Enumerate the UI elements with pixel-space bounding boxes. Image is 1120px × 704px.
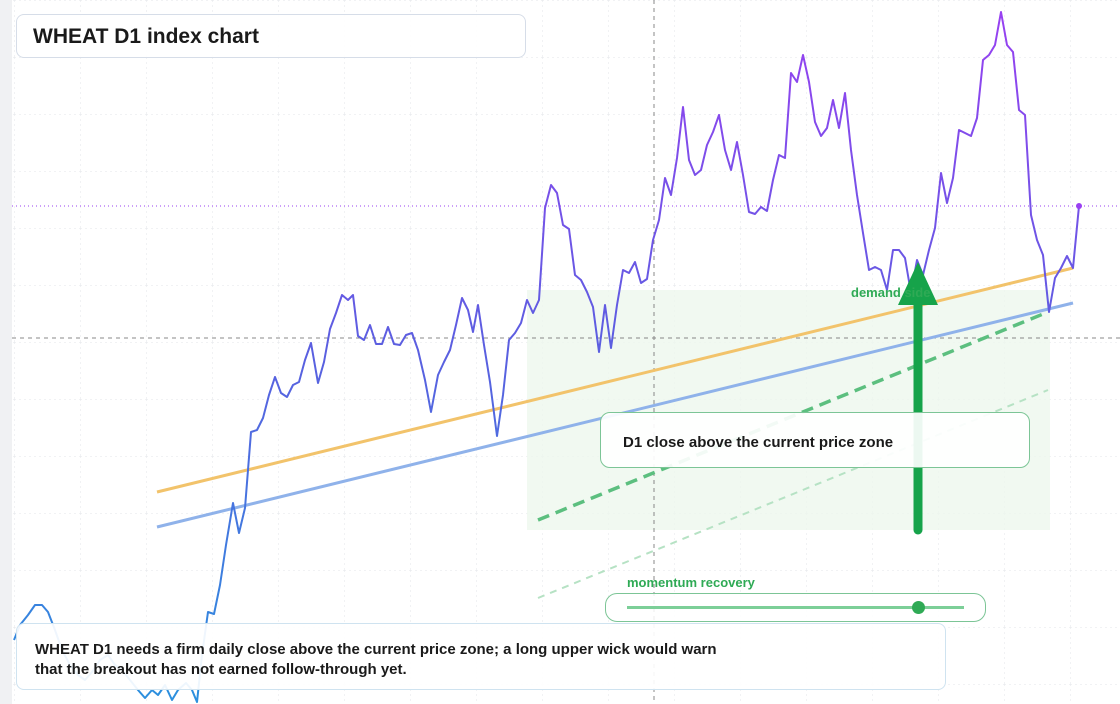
last-price-dot: [1076, 203, 1082, 209]
slider-track: [627, 606, 964, 609]
zone-label: demand side: [851, 285, 931, 300]
slider-label: momentum recovery: [627, 575, 755, 590]
footer-note: WHEAT D1 needs a firm daily close above …: [16, 623, 946, 690]
demand-zone: [527, 290, 1050, 530]
price-line: [13, 11, 1080, 703]
slider-thumb[interactable]: [912, 601, 925, 614]
note: D1 close above the current price zone: [600, 412, 1030, 468]
arrow-head: [898, 262, 938, 305]
left-strip: [0, 0, 12, 704]
chart-title: WHEAT D1 index chart: [16, 14, 526, 58]
footer-text: WHEAT D1 needs a firm daily close above …: [35, 641, 717, 678]
slider[interactable]: [605, 593, 986, 622]
